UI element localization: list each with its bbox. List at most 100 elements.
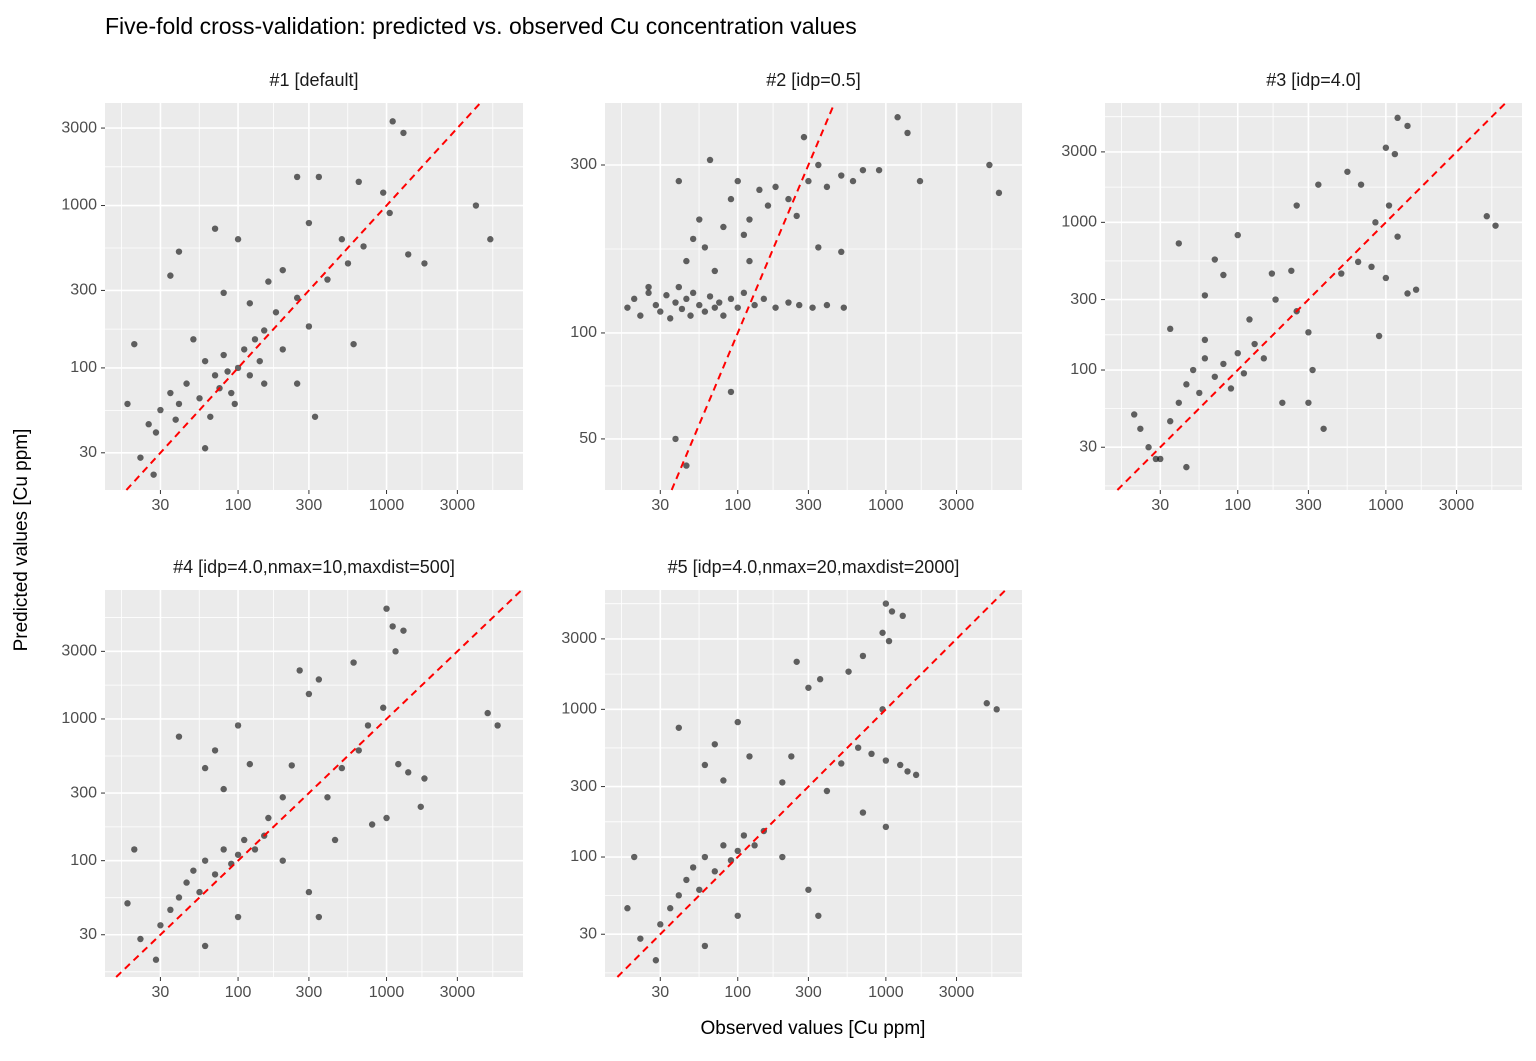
point <box>279 266 286 274</box>
point <box>1305 399 1312 406</box>
point <box>201 764 209 772</box>
panel-background <box>105 590 523 977</box>
point <box>805 177 812 185</box>
point <box>657 308 664 315</box>
point <box>1131 411 1138 418</box>
point <box>1220 271 1227 279</box>
point <box>1483 213 1490 220</box>
x-tick-label: 3000 <box>939 497 975 514</box>
x-tick-label: 30 <box>152 984 170 1001</box>
point <box>912 771 920 779</box>
point <box>296 667 303 674</box>
point <box>1167 418 1174 425</box>
point <box>1240 370 1248 377</box>
point <box>487 236 494 243</box>
point <box>701 942 709 950</box>
point <box>279 346 286 353</box>
point <box>796 301 803 309</box>
point <box>152 429 160 436</box>
x-tick-label: 30 <box>152 497 170 514</box>
point <box>251 846 259 853</box>
panel: #5 [idp=4.0,nmax=20,maxdist=2000] 30 100 30… <box>561 557 1022 1001</box>
point <box>220 785 227 793</box>
point <box>779 853 786 861</box>
point <box>785 299 792 306</box>
point <box>220 351 227 359</box>
y-tick-label: 30 <box>579 925 597 942</box>
point <box>201 445 209 452</box>
point <box>1375 332 1383 340</box>
point <box>624 905 631 912</box>
point <box>246 300 254 307</box>
point <box>882 823 890 831</box>
point <box>1189 366 1197 374</box>
point <box>1309 366 1316 374</box>
point <box>131 340 138 348</box>
point <box>734 177 741 185</box>
point <box>904 129 911 137</box>
point <box>265 814 272 822</box>
point <box>201 942 209 950</box>
point <box>793 658 800 665</box>
point <box>315 173 323 181</box>
point <box>380 189 387 196</box>
point <box>746 257 753 265</box>
y-tick-label: 300 <box>70 282 97 299</box>
point <box>175 733 183 740</box>
point <box>645 283 652 291</box>
point <box>137 935 144 943</box>
point <box>696 301 703 309</box>
point <box>815 912 822 919</box>
point <box>667 905 674 912</box>
point <box>678 305 686 313</box>
point <box>645 289 652 297</box>
point <box>838 248 845 256</box>
point <box>1227 385 1235 392</box>
point <box>983 700 990 707</box>
point <box>838 172 845 179</box>
point <box>840 304 847 311</box>
point <box>805 684 812 691</box>
point <box>405 769 412 776</box>
point <box>1167 325 1174 333</box>
point <box>234 851 242 858</box>
point <box>484 709 491 717</box>
x-tick-label: 300 <box>795 984 822 1001</box>
point <box>228 389 235 397</box>
point <box>231 400 238 408</box>
identity-line <box>115 589 523 978</box>
point <box>152 956 160 963</box>
point <box>894 114 901 121</box>
point <box>701 244 709 251</box>
y-tick-label: 3000 <box>61 643 97 660</box>
point <box>675 177 683 185</box>
panel-title: #2 [idp=0.5] <box>766 70 861 90</box>
point <box>779 779 786 786</box>
x-tick-label: 1000 <box>868 984 904 1001</box>
point <box>1234 349 1241 357</box>
x-tick-label: 300 <box>1295 497 1322 514</box>
point <box>355 178 362 185</box>
point <box>261 380 268 387</box>
y-tick-label: 1000 <box>61 710 97 727</box>
x-tick-label: 30 <box>1151 497 1169 514</box>
point <box>1220 360 1227 368</box>
point <box>293 294 301 302</box>
point <box>150 471 157 478</box>
x-tick-label: 100 <box>724 984 751 1001</box>
point <box>1338 270 1345 277</box>
point <box>305 219 313 227</box>
point <box>689 864 697 871</box>
point <box>246 372 254 379</box>
point <box>885 637 893 645</box>
panel: #1 [default] 30 100 300 1000 3000 30 100 300 1000… <box>61 70 523 514</box>
point <box>1368 263 1375 271</box>
y-tick-label: 1000 <box>1061 214 1097 231</box>
point <box>689 289 697 297</box>
point <box>1293 202 1300 209</box>
point <box>241 346 248 353</box>
point <box>805 886 812 893</box>
panel-title: #4 [idp=4.0,nmax=10,maxdist=500] <box>173 557 455 577</box>
point <box>823 183 831 191</box>
point <box>1145 444 1152 451</box>
